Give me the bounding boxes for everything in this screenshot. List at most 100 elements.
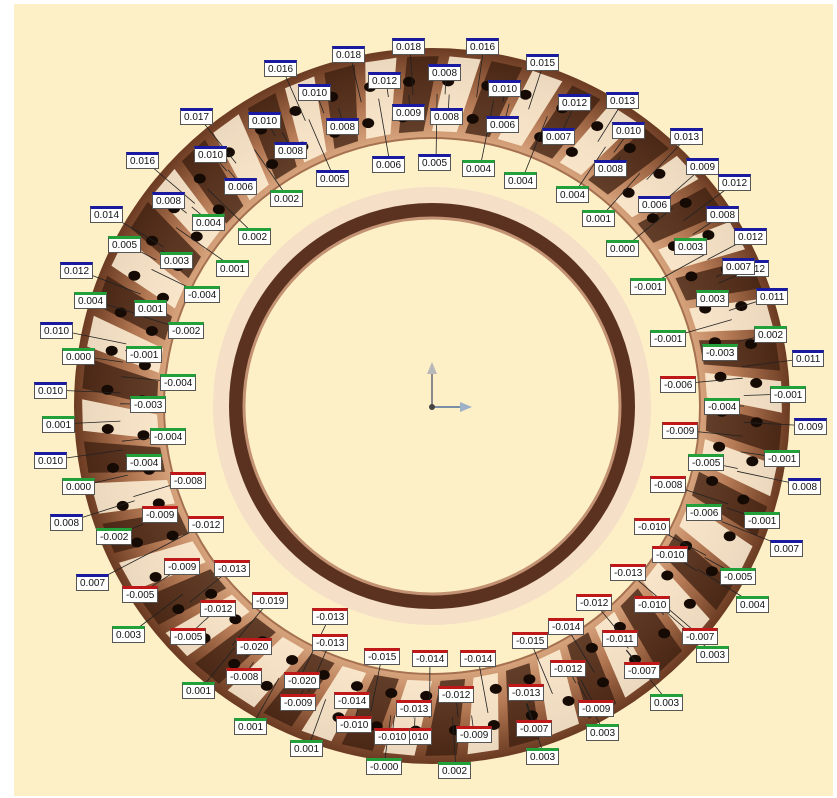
deviation-label[interactable]: -0.013 [312, 608, 349, 625]
deviation-label[interactable]: -0.010 [336, 716, 373, 733]
deviation-label[interactable]: 0.007 [542, 128, 576, 145]
deviation-label[interactable]: -0.015 [364, 648, 401, 665]
deviation-label[interactable]: -0.007 [624, 662, 661, 679]
deviation-label[interactable]: -0.004 [160, 374, 197, 391]
deviation-label[interactable]: -0.020 [284, 672, 321, 689]
deviation-label[interactable]: 0.001 [234, 718, 268, 735]
deviation-label[interactable]: -0.013 [610, 564, 647, 581]
deviation-label[interactable]: 0.001 [182, 682, 216, 699]
deviation-label[interactable]: 0.008 [326, 118, 360, 135]
deviation-label[interactable]: -0.009 [578, 700, 615, 717]
deviation-label[interactable]: 0.003 [586, 724, 620, 741]
deviation-label[interactable]: 0.008 [274, 142, 308, 159]
deviation-label[interactable]: 0.002 [238, 228, 272, 245]
deviation-label[interactable]: 0.008 [428, 64, 462, 81]
deviation-label[interactable]: 0.004 [556, 186, 590, 203]
deviation-label[interactable]: 0.002 [438, 762, 472, 779]
deviation-label[interactable]: 0.008 [706, 206, 740, 223]
deviation-label[interactable]: -0.009 [164, 558, 201, 575]
deviation-label[interactable]: 0.001 [290, 740, 324, 757]
deviation-label[interactable]: 0.016 [466, 38, 500, 55]
deviation-label[interactable]: -0.009 [662, 422, 699, 439]
deviation-label[interactable]: 0.017 [180, 108, 214, 125]
deviation-label[interactable]: -0.002 [96, 528, 133, 545]
deviation-label[interactable]: 0.012 [558, 94, 592, 111]
deviation-label[interactable]: 0.005 [316, 170, 350, 187]
deviation-label[interactable]: 0.004 [192, 214, 226, 231]
deviation-label[interactable]: 0.011 [756, 288, 789, 305]
deviation-label[interactable]: 0.010 [488, 80, 522, 97]
deviation-label[interactable]: 0.009 [686, 158, 720, 175]
deviation-label[interactable]: -0.001 [770, 386, 807, 403]
deviation-label[interactable]: 0.018 [392, 38, 426, 55]
deviation-label[interactable]: 0.001 [134, 300, 168, 317]
deviation-label[interactable]: -0.001 [744, 512, 781, 529]
deviation-label[interactable]: 0.001 [42, 416, 76, 433]
deviation-label[interactable]: -0.019 [252, 592, 289, 609]
deviation-label[interactable]: 0.013 [670, 128, 704, 145]
deviation-label[interactable]: 0.010 [248, 112, 282, 129]
deviation-label[interactable]: -0.008 [650, 476, 687, 493]
deviation-label[interactable]: -0.002 [168, 322, 205, 339]
deviation-label[interactable]: 0.007 [770, 540, 804, 557]
deviation-label[interactable]: -0.012 [550, 660, 587, 677]
deviation-label[interactable]: -0.001 [650, 330, 687, 347]
deviation-label[interactable]: -0.013 [312, 634, 349, 651]
deviation-label[interactable]: -0.011 [602, 630, 638, 647]
deviation-label[interactable]: 0.004 [74, 292, 108, 309]
deviation-label[interactable]: 0.015 [526, 54, 560, 71]
deviation-label[interactable]: 0.007 [76, 574, 110, 591]
deviation-label[interactable]: 0.012 [718, 174, 752, 191]
deviation-label[interactable]: 0.006 [372, 156, 406, 173]
deviation-label[interactable]: -0.014 [412, 650, 449, 667]
deviation-label[interactable]: -0.009 [280, 694, 317, 711]
deviation-label[interactable]: 0.010 [34, 452, 68, 469]
deviation-label[interactable]: 0.010 [40, 322, 74, 339]
deviation-label[interactable]: -0.012 [188, 516, 225, 533]
deviation-label[interactable]: 0.005 [108, 236, 142, 253]
deviation-label[interactable]: -0.010 [634, 518, 671, 535]
deviation-label[interactable]: -0.004 [150, 428, 187, 445]
deviation-label[interactable]: -0.007 [682, 628, 719, 645]
deviation-label[interactable]: -0.010 [374, 728, 411, 745]
deviation-label[interactable]: 0.007 [722, 258, 756, 275]
deviation-label[interactable]: 0.001 [582, 210, 616, 227]
deviation-label[interactable]: -0.001 [126, 346, 163, 363]
deviation-label[interactable]: 0.003 [650, 694, 684, 711]
deviation-label[interactable]: -0.013 [396, 700, 433, 717]
deviation-label[interactable]: -0.006 [660, 376, 697, 393]
deviation-label[interactable]: -0.010 [634, 596, 671, 613]
deviation-label[interactable]: -0.013 [508, 684, 545, 701]
deviation-label[interactable]: 0.002 [270, 190, 304, 207]
deviation-label[interactable]: -0.009 [142, 506, 179, 523]
deviation-label[interactable]: -0.005 [720, 568, 757, 585]
deviation-label[interactable]: 0.008 [788, 478, 822, 495]
deviation-label[interactable]: 0.000 [62, 478, 96, 495]
deviation-label[interactable]: -0.008 [170, 472, 207, 489]
deviation-label[interactable]: 0.009 [794, 418, 828, 435]
deviation-label[interactable]: -0.012 [576, 594, 613, 611]
deviation-label[interactable]: 0.003 [112, 626, 146, 643]
deviation-label[interactable]: -0.010 [652, 546, 689, 563]
deviation-label[interactable]: 0.014 [90, 206, 124, 223]
deviation-label[interactable]: 0.006 [638, 196, 672, 213]
deviation-label[interactable]: 0.000 [62, 348, 96, 365]
deviation-label[interactable]: 0.010 [194, 146, 228, 163]
deviation-label[interactable]: -0.015 [512, 632, 549, 649]
deviation-label[interactable]: -0.014 [460, 650, 497, 667]
deviation-label[interactable]: 0.012 [734, 228, 768, 245]
deviation-label[interactable]: -0.005 [122, 586, 159, 603]
cad-viewport[interactable]: 0.018 0.018 0.016 0.016 0.012 0.008 0.015 0.010… [14, 4, 833, 796]
deviation-label[interactable]: 0.009 [392, 104, 426, 121]
deviation-label[interactable]: 0.004 [462, 160, 496, 177]
deviation-label[interactable]: 0.003 [160, 252, 194, 269]
deviation-label[interactable]: 0.013 [606, 92, 640, 109]
deviation-label[interactable]: -0.009 [456, 726, 493, 743]
deviation-label[interactable]: -0.003 [702, 344, 739, 361]
deviation-label[interactable]: 0.001 [216, 260, 250, 277]
deviation-label[interactable]: -0.004 [704, 398, 741, 415]
deviation-label[interactable]: 0.004 [504, 172, 538, 189]
deviation-label[interactable]: 0.010 [298, 84, 332, 101]
deviation-label[interactable]: 0.012 [60, 262, 94, 279]
deviation-label[interactable]: 0.016 [264, 60, 298, 77]
